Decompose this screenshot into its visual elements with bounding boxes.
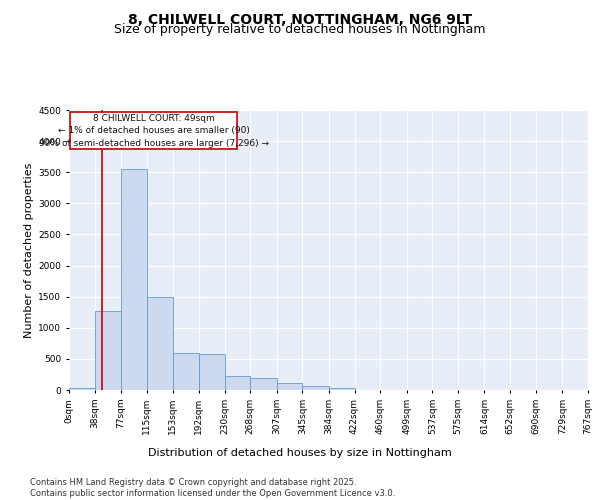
Bar	[199, 354, 224, 390]
Y-axis label: Number of detached properties: Number of detached properties	[24, 162, 34, 338]
FancyBboxPatch shape	[70, 112, 238, 149]
Bar	[95, 311, 121, 390]
Bar	[121, 169, 147, 390]
Bar	[250, 378, 277, 390]
Bar	[147, 296, 173, 390]
Bar	[69, 388, 95, 390]
Text: Distribution of detached houses by size in Nottingham: Distribution of detached houses by size …	[148, 448, 452, 458]
Bar	[277, 383, 302, 390]
Bar	[329, 388, 355, 390]
Text: 8, CHILWELL COURT, NOTTINGHAM, NG6 9LT: 8, CHILWELL COURT, NOTTINGHAM, NG6 9LT	[128, 12, 472, 26]
Bar	[302, 386, 329, 390]
Text: Size of property relative to detached houses in Nottingham: Size of property relative to detached ho…	[114, 22, 486, 36]
Bar	[224, 376, 250, 390]
Text: 8 CHILWELL COURT: 49sqm
← 1% of detached houses are smaller (90)
99% of semi-det: 8 CHILWELL COURT: 49sqm ← 1% of detached…	[39, 114, 269, 148]
Bar	[173, 354, 199, 390]
Text: Contains HM Land Registry data © Crown copyright and database right 2025.
Contai: Contains HM Land Registry data © Crown c…	[30, 478, 395, 498]
